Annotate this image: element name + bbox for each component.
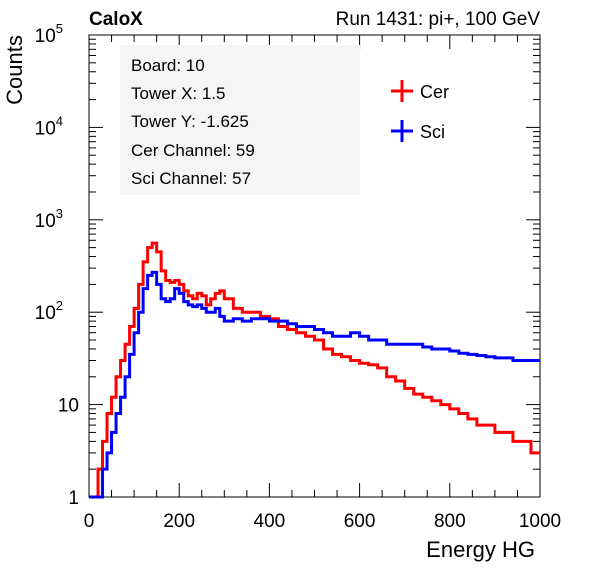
y-tick-label: 1 [68, 488, 79, 509]
y-axis-label: Counts [2, 35, 27, 105]
info-sci-channel: Sci Channel: 57 [131, 169, 251, 188]
x-tick-label: 400 [254, 511, 286, 532]
x-tick-label: 1000 [519, 511, 561, 532]
legend-cer-label: Cer [420, 82, 449, 102]
y-tick-label: 102 [35, 298, 63, 324]
x-tick-label: 200 [163, 511, 195, 532]
legend-sci-label: Sci [420, 122, 445, 142]
info-tower-y: Tower Y: -1.625 [131, 112, 249, 131]
info-board: Board: 10 [131, 56, 205, 75]
info-box [120, 45, 360, 195]
y-tick-label: 103 [35, 206, 63, 232]
axis-ticks: 0 200 400 600 800 1000 1 10 102 103 104 105 [35, 21, 562, 532]
legend-sci-marker [391, 120, 413, 142]
y-tick-label: 105 [35, 21, 63, 47]
y-tick-label: 104 [35, 113, 63, 139]
brand-title: CaloX [89, 9, 143, 30]
x-axis-label: Energy HG [426, 537, 535, 562]
x-tick-label: 0 [84, 511, 95, 532]
info-tower-x: Tower X: 1.5 [131, 84, 226, 103]
series-line-cer [89, 241, 540, 499]
run-info: Run 1431: pi+, 100 GeV [336, 9, 541, 30]
legend: Cer Sci [391, 80, 449, 142]
info-cer-channel: Cer Channel: 59 [131, 141, 255, 160]
legend-cer-marker [391, 80, 413, 102]
series-line-sci [89, 270, 540, 499]
series-layer [89, 241, 540, 499]
x-tick-label: 800 [434, 511, 466, 532]
x-tick-label: 600 [344, 511, 376, 532]
y-tick-label: 10 [58, 396, 79, 417]
